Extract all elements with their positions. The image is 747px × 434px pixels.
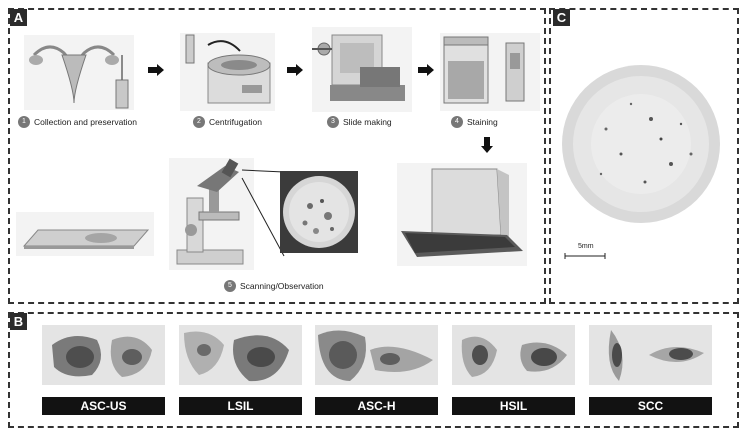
scale-bar-label: 5mm	[578, 243, 594, 250]
glass-slide-illustration	[16, 212, 154, 256]
step-3: 3 Slide making	[327, 116, 392, 128]
arrow-right-icon	[148, 64, 164, 76]
step-4-number: 4	[451, 116, 463, 128]
category-label-scc: SCC	[589, 397, 712, 415]
panel-b	[8, 312, 739, 428]
step-5-number: 5	[224, 280, 236, 292]
step-5-label: Scanning/Observation	[240, 281, 324, 291]
step-4-label: Staining	[467, 117, 498, 127]
staining-illustration	[440, 33, 540, 111]
step-3-number: 3	[327, 116, 339, 128]
step-4: 4 Staining	[451, 116, 498, 128]
category-label-asc-h: ASC-H	[315, 397, 438, 415]
scanner-illustration	[397, 163, 527, 266]
panel-c-label: C	[553, 9, 570, 26]
step-1-label: Collection and preservation	[34, 117, 138, 127]
step-1: 1 Collection and preservation	[18, 116, 137, 128]
panel-b-label: B	[10, 313, 27, 330]
cell-image-lsil	[179, 325, 302, 385]
step-2-label: Centrifugation	[209, 117, 262, 127]
micrograph-image	[280, 171, 358, 253]
category-label-hsil: HSIL	[452, 397, 575, 415]
arrow-right-icon	[287, 64, 303, 76]
scale-bar	[564, 253, 606, 259]
category-label-asc-us: ASC-US	[42, 397, 165, 415]
centrifuge-illustration	[180, 33, 275, 111]
panel-a	[8, 8, 546, 304]
panel-a-label: A	[10, 9, 27, 26]
cell-image-scc	[589, 325, 712, 385]
step-2: 2 Centrifugation	[193, 116, 262, 128]
arrow-right-icon	[418, 64, 434, 76]
uterus-illustration	[24, 35, 134, 110]
cell-image-hsil	[452, 325, 575, 385]
panel-c	[549, 8, 739, 304]
cell-image-asc-us	[42, 325, 165, 385]
slide-maker-illustration	[312, 27, 412, 112]
arrow-down-icon	[481, 137, 493, 153]
cell-image-asc-h	[315, 325, 438, 385]
step-1-number: 1	[18, 116, 30, 128]
step-5: 5 Scanning/Observation	[224, 280, 324, 292]
step-2-number: 2	[193, 116, 205, 128]
zoom-connector	[241, 169, 285, 257]
step-3-label: Slide making	[343, 117, 392, 127]
category-label-lsil: LSIL	[179, 397, 302, 415]
microscope-illustration	[169, 158, 254, 270]
whole-slide-image	[562, 65, 720, 223]
